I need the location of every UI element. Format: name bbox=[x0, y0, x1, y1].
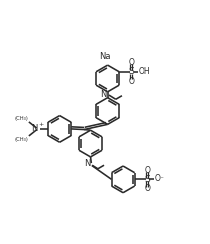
Text: +: + bbox=[38, 122, 43, 127]
Text: N: N bbox=[32, 124, 38, 133]
Text: N: N bbox=[100, 90, 107, 99]
Text: O: O bbox=[144, 166, 150, 175]
Text: (CH₃): (CH₃) bbox=[14, 137, 28, 142]
Text: O: O bbox=[144, 184, 150, 193]
Text: (CH₃): (CH₃) bbox=[14, 116, 28, 121]
Text: O: O bbox=[129, 77, 134, 86]
Text: O: O bbox=[129, 58, 134, 67]
Text: S: S bbox=[129, 67, 134, 76]
Text: Na: Na bbox=[99, 52, 111, 61]
Text: S: S bbox=[144, 175, 150, 184]
Text: O⁻: O⁻ bbox=[155, 174, 165, 183]
Text: OH: OH bbox=[139, 67, 150, 76]
Text: N: N bbox=[85, 159, 91, 168]
